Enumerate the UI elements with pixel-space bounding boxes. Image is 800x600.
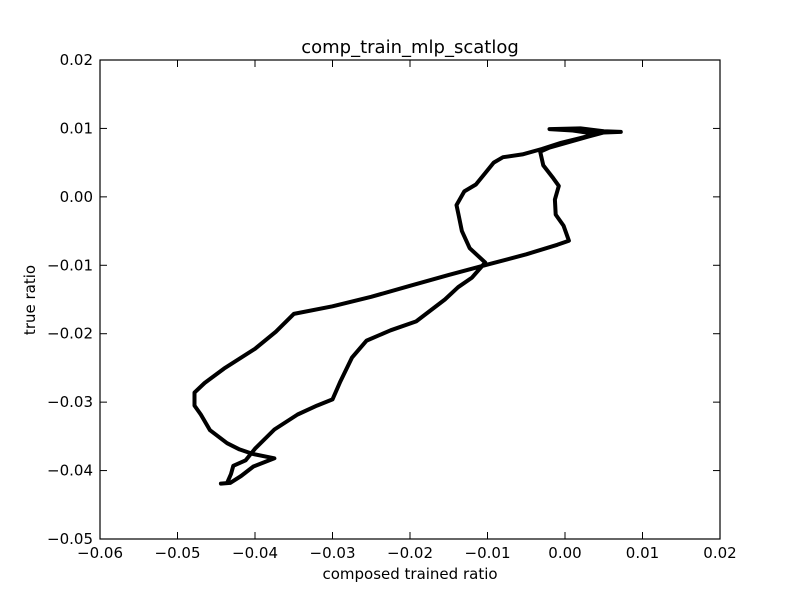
x-tick-label: 0.02 <box>703 544 736 562</box>
x-axis-label: composed trained ratio <box>322 565 497 583</box>
ticks <box>99 59 721 540</box>
x-tick-label: −0.06 <box>77 544 123 562</box>
y-tick-label: −0.05 <box>47 530 93 548</box>
plot-area <box>99 59 721 540</box>
x-tick-label: 0.00 <box>548 544 581 562</box>
y-tick-label: 0.02 <box>60 51 93 69</box>
tick-labels: −0.06 −0.05 −0.04 −0.03 −0.02 −0.01 0.00 0.01 0.… <box>47 51 737 562</box>
y-tick-label: −0.03 <box>47 393 93 411</box>
y-tick-label: 0.01 <box>60 119 93 137</box>
y-axis-label: true ratio <box>21 265 39 335</box>
x-tick-label: 0.01 <box>626 544 659 562</box>
y-tick-label: −0.04 <box>47 462 93 480</box>
x-tick-label: −0.05 <box>155 544 201 562</box>
series-line <box>192 126 623 486</box>
x-tick-label: −0.02 <box>387 544 433 562</box>
chart-title: comp_train_mlp_scatlog <box>301 37 519 58</box>
y-tick-label: 0.00 <box>60 188 93 206</box>
x-tick-label: −0.01 <box>465 544 511 562</box>
y-tick-label: −0.01 <box>47 256 93 274</box>
x-tick-label: −0.03 <box>310 544 356 562</box>
data-lines <box>192 126 623 486</box>
x-tick-label: −0.04 <box>232 544 278 562</box>
y-tick-label: −0.02 <box>47 325 93 343</box>
